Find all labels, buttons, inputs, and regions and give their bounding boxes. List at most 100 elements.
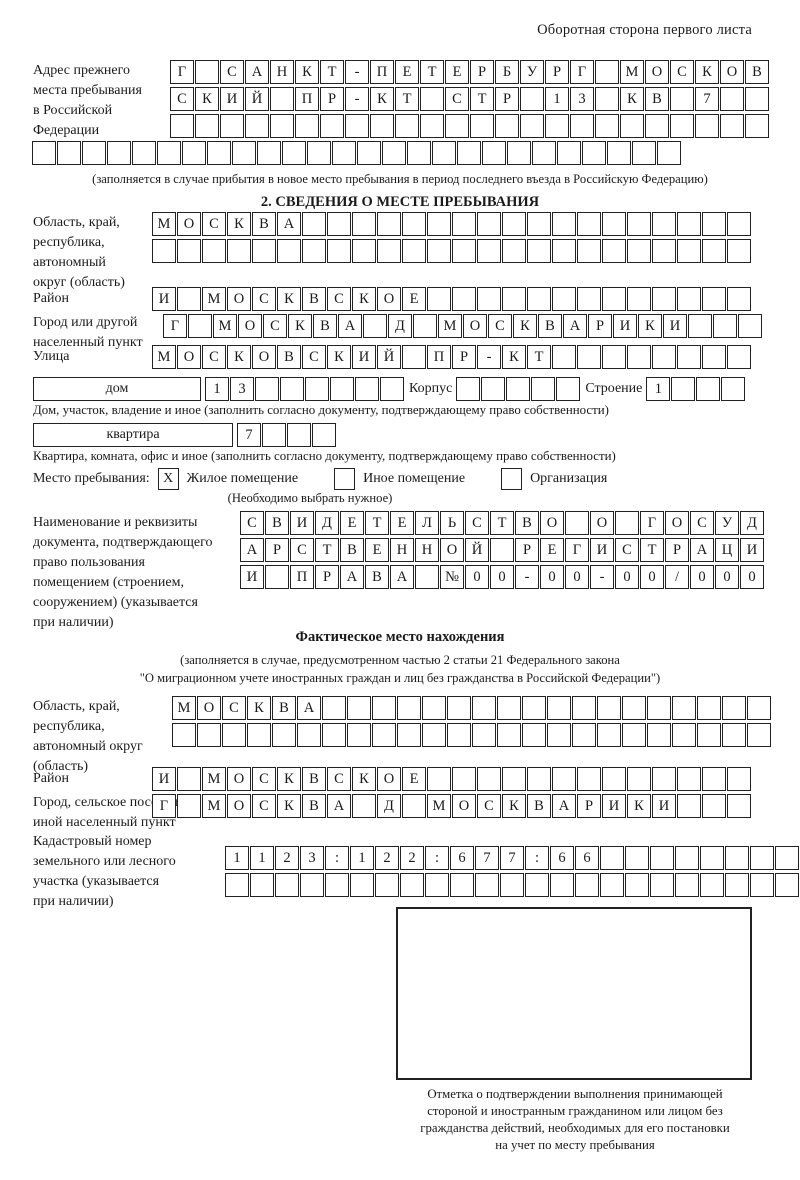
actual-city-cell-14[interactable]: С — [477, 794, 501, 818]
region-cell-18[interactable] — [577, 212, 601, 236]
region-cell-6[interactable]: А — [277, 212, 301, 236]
district-cell-19[interactable] — [602, 287, 626, 311]
previous-address-cell-16[interactable]: 1 — [545, 87, 569, 111]
flat-cell-4[interactable] — [312, 423, 336, 447]
previous-address-cell-5[interactable]: Н — [270, 60, 294, 84]
previous-address-cell-14[interactable]: Р — [495, 87, 519, 111]
region-cell-1[interactable]: М — [152, 212, 176, 236]
region-cell-19[interactable] — [602, 239, 626, 263]
ownership-document-cell-7[interactable]: А — [390, 565, 414, 589]
previous-address-cell-22[interactable]: 7 — [695, 87, 719, 111]
ownership-document-cell-18[interactable]: О — [665, 511, 689, 535]
previous-address-cell-7[interactable] — [320, 114, 344, 138]
previous-address-cell-11[interactable]: Т — [420, 60, 444, 84]
previous-address-cell-1[interactable] — [170, 114, 194, 138]
previous-address-cell-13[interactable] — [470, 114, 494, 138]
ownership-document-cell-18[interactable]: Р — [665, 538, 689, 562]
actual-city-cell-13[interactable]: О — [452, 794, 476, 818]
previous-address-cell-15[interactable] — [382, 141, 406, 165]
ownership-document-cell-5[interactable]: А — [340, 565, 364, 589]
street-cell-20[interactable] — [627, 345, 651, 369]
actual-city-cell-1[interactable]: Г — [152, 794, 176, 818]
actual-region-cell-13[interactable] — [472, 723, 496, 747]
ownership-document-cell-13[interactable]: Е — [540, 538, 564, 562]
ownership-document-cell-3[interactable]: С — [290, 538, 314, 562]
cadastral-cell-11[interactable]: 7 — [475, 846, 499, 870]
previous-address-cell-11[interactable] — [420, 114, 444, 138]
street-cell-17[interactable] — [552, 345, 576, 369]
ownership-document-cell-13[interactable]: 0 — [540, 565, 564, 589]
previous-address-cell-6[interactable]: К — [295, 60, 319, 84]
actual-district-cell-20[interactable] — [627, 767, 651, 791]
cadastral-cell-5[interactable]: : — [325, 846, 349, 870]
ownership-document-cell-4[interactable]: Д — [315, 511, 339, 535]
previous-address-cell-16[interactable] — [545, 114, 569, 138]
district-cell-12[interactable] — [427, 287, 451, 311]
region-cell-15[interactable] — [502, 212, 526, 236]
ownership-document-cell-8[interactable]: Н — [415, 538, 439, 562]
actual-district-cell-16[interactable] — [527, 767, 551, 791]
previous-address-cell-19[interactable]: К — [620, 87, 644, 111]
street-cell-9[interactable]: И — [352, 345, 376, 369]
house-cell-1[interactable]: 1 — [205, 377, 229, 401]
city-cell-7[interactable]: В — [313, 314, 337, 338]
previous-address-cell-9[interactable] — [370, 114, 394, 138]
actual-region-cell-14[interactable] — [497, 696, 521, 720]
street-cell-10[interactable]: Й — [377, 345, 401, 369]
cadastral-cell-1[interactable]: 1 — [225, 846, 249, 870]
region-cell-20[interactable] — [627, 239, 651, 263]
actual-city-cell-5[interactable]: С — [252, 794, 276, 818]
actual-city-cell-15[interactable]: К — [502, 794, 526, 818]
actual-region-cell-12[interactable] — [447, 723, 471, 747]
previous-address-cell-2[interactable] — [195, 114, 219, 138]
actual-city-cell-2[interactable] — [177, 794, 201, 818]
region-cell-11[interactable] — [402, 239, 426, 263]
cadastral-cell-2[interactable]: 1 — [250, 846, 274, 870]
district-cell-15[interactable] — [502, 287, 526, 311]
house-cell-8[interactable] — [380, 377, 404, 401]
actual-district-cell-24[interactable] — [727, 767, 751, 791]
previous-address-cell-13[interactable]: Т — [470, 87, 494, 111]
previous-address-cell-9[interactable] — [232, 141, 256, 165]
region-cell-24[interactable] — [727, 212, 751, 236]
cadastral-cell-23[interactable] — [775, 846, 799, 870]
previous-address-cell-7[interactable] — [182, 141, 206, 165]
ownership-document-cell-4[interactable]: Т — [315, 538, 339, 562]
ownership-document-cell-17[interactable]: Т — [640, 538, 664, 562]
cadastral-cell-10[interactable]: 6 — [450, 846, 474, 870]
city-cell-13[interactable]: О — [463, 314, 487, 338]
city-cell-19[interactable]: И — [613, 314, 637, 338]
region-cell-12[interactable] — [427, 239, 451, 263]
ownership-document-cell-11[interactable]: 0 — [490, 565, 514, 589]
actual-region-cell-23[interactable] — [722, 723, 746, 747]
previous-address-cell-16[interactable] — [407, 141, 431, 165]
cadastral-cell-7[interactable] — [375, 873, 399, 897]
previous-address-cell-13[interactable] — [332, 141, 356, 165]
ownership-document-cell-20[interactable]: У — [715, 511, 739, 535]
cadastral-cell-21[interactable] — [725, 846, 749, 870]
actual-district-cell-17[interactable] — [552, 767, 576, 791]
region-cell-1[interactable] — [152, 239, 176, 263]
ownership-document-cell-15[interactable]: - — [590, 565, 614, 589]
cadastral-cell-12[interactable]: 7 — [500, 846, 524, 870]
korpus-cell-2[interactable] — [481, 377, 506, 401]
ownership-document-cell-1[interactable]: А — [240, 538, 264, 562]
city-cell-10[interactable]: Д — [388, 314, 412, 338]
previous-address-cell-10[interactable] — [395, 114, 419, 138]
cadastral-cell-8[interactable]: 2 — [400, 846, 424, 870]
region-cell-17[interactable] — [552, 239, 576, 263]
ownership-document-cell-16[interactable] — [615, 511, 639, 535]
street-cell-5[interactable]: О — [252, 345, 276, 369]
previous-address-cell-18[interactable] — [595, 114, 619, 138]
cadastral-cell-21[interactable] — [725, 873, 749, 897]
flat-cell-1[interactable]: 7 — [237, 423, 261, 447]
cadastral-cell-15[interactable]: 6 — [575, 846, 599, 870]
previous-address-cell-6[interactable] — [295, 114, 319, 138]
region-cell-4[interactable]: К — [227, 212, 251, 236]
ownership-document-cell-16[interactable]: 0 — [615, 565, 639, 589]
ownership-document-cell-1[interactable]: И — [240, 565, 264, 589]
house-cell-4[interactable] — [280, 377, 304, 401]
